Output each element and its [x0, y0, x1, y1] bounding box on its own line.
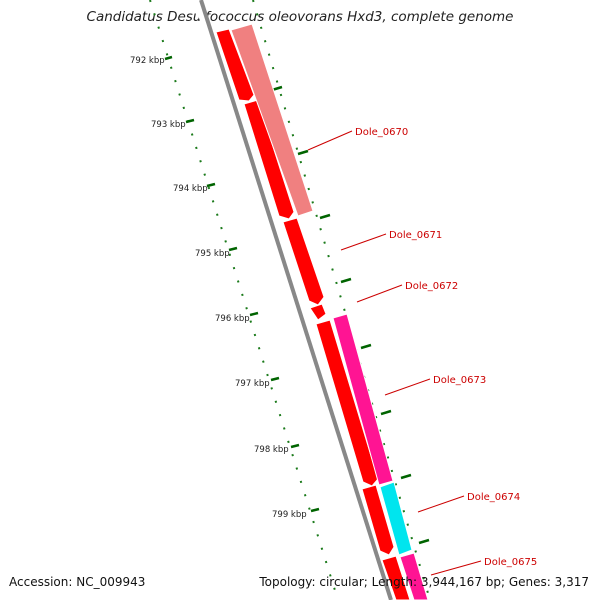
backbone-line [199, 0, 393, 600]
cds-feature [243, 99, 295, 220]
tick-label: 794 kbp [173, 184, 208, 194]
feature-pink-2 [399, 552, 429, 600]
gene-label-dole-0670[interactable]: Dole_0670 [355, 127, 408, 138]
major-tick [206, 182, 216, 188]
cds-feature [315, 319, 379, 487]
feature-salmon [230, 23, 314, 217]
cds-track [215, 28, 411, 600]
tick-label: 798 kbp [254, 445, 289, 455]
major-ticks [164, 55, 320, 513]
cds-feature [282, 217, 325, 306]
tick-label: 799 kbp [272, 510, 307, 520]
feature-cyan [379, 481, 413, 556]
tick-label: 795 kbp [195, 249, 230, 259]
gene-label-dole-0672[interactable]: Dole_0672 [405, 281, 458, 292]
gene-label-dole-0674[interactable]: Dole_0674 [467, 492, 520, 503]
label-leaders [307, 130, 482, 576]
tick-label: 797 kbp [235, 379, 270, 389]
cds-feature [381, 555, 411, 600]
accession-label: Accession: NC_009943 [9, 575, 146, 589]
gene-label-dole-0675[interactable]: Dole_0675 [484, 557, 537, 568]
cds-feature [309, 303, 327, 321]
map-title: Candidatus Desulfococcus oleovorans Hxd3… [86, 9, 514, 25]
genome-summary: Topology: circular; Length: 3,944,167 bp… [259, 575, 589, 589]
major-tick [270, 376, 280, 382]
cds-feature [361, 484, 395, 556]
major-tick [228, 246, 238, 252]
major-tick [185, 118, 195, 124]
major-tick [290, 443, 300, 449]
cds-feature [215, 28, 255, 102]
tick-label: 793 kbp [151, 120, 186, 130]
major-tick [164, 55, 173, 61]
tick-label: 792 kbp [130, 56, 165, 66]
backbone-halo [193, 0, 393, 600]
tick-label: 796 kbp [215, 314, 250, 324]
gene-label-dole-0671[interactable]: Dole_0671 [389, 230, 442, 241]
major-tick [310, 507, 320, 513]
feature-pink [332, 313, 394, 486]
major-tick [249, 311, 259, 317]
gene-label-dole-0673[interactable]: Dole_0673 [433, 375, 486, 386]
